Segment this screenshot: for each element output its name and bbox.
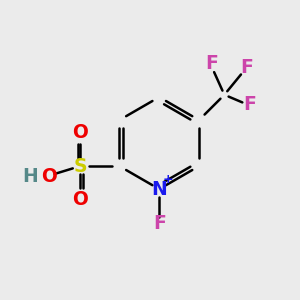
Text: O: O (41, 167, 57, 186)
Text: F: F (153, 214, 166, 233)
Text: +: + (163, 173, 174, 186)
Text: H: H (22, 167, 38, 186)
Text: F: F (205, 55, 218, 74)
Text: S: S (74, 157, 87, 175)
Text: O: O (72, 124, 88, 142)
Text: O: O (72, 190, 88, 209)
Text: N: N (151, 180, 167, 199)
Text: F: F (241, 58, 253, 77)
Text: F: F (244, 95, 256, 114)
